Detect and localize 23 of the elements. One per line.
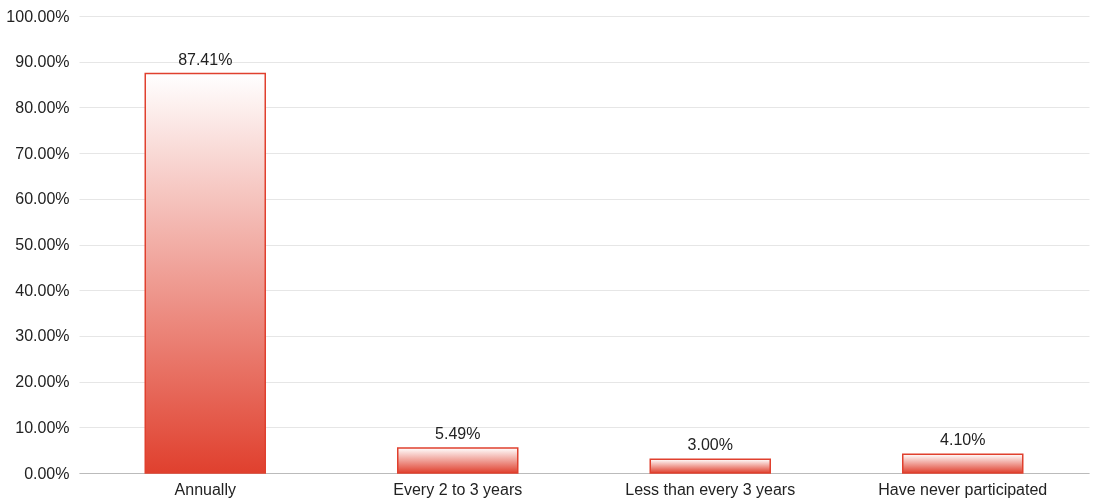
data-label: 4.10% xyxy=(940,431,986,449)
data-label: 5.49% xyxy=(435,424,481,442)
bar xyxy=(397,447,519,474)
x-tick-label: Have never participated xyxy=(878,480,1048,498)
y-tick-label: 30.00% xyxy=(15,327,70,345)
y-tick-label: 20.00% xyxy=(15,373,70,391)
data-label: 87.41% xyxy=(178,50,233,68)
y-tick-label: 10.00% xyxy=(15,418,70,436)
y-tick-label: 100.00% xyxy=(6,7,70,25)
x-tick-label: Every 2 to 3 years xyxy=(393,480,523,498)
y-tick-label: 40.00% xyxy=(15,281,70,299)
y-tick-label: 0.00% xyxy=(24,464,70,482)
y-tick-label: 60.00% xyxy=(15,190,70,208)
y-tick-label: 80.00% xyxy=(15,98,70,116)
y-tick-label: 90.00% xyxy=(15,53,70,71)
bar xyxy=(144,72,266,474)
y-tick-label: 70.00% xyxy=(15,144,70,162)
x-tick-label: Less than every 3 years xyxy=(625,480,796,498)
x-tick-label: Annually xyxy=(174,480,236,498)
y-tick-label: 50.00% xyxy=(15,236,70,253)
bar xyxy=(649,458,771,474)
bar xyxy=(902,453,1024,474)
data-label: 3.00% xyxy=(687,436,733,454)
